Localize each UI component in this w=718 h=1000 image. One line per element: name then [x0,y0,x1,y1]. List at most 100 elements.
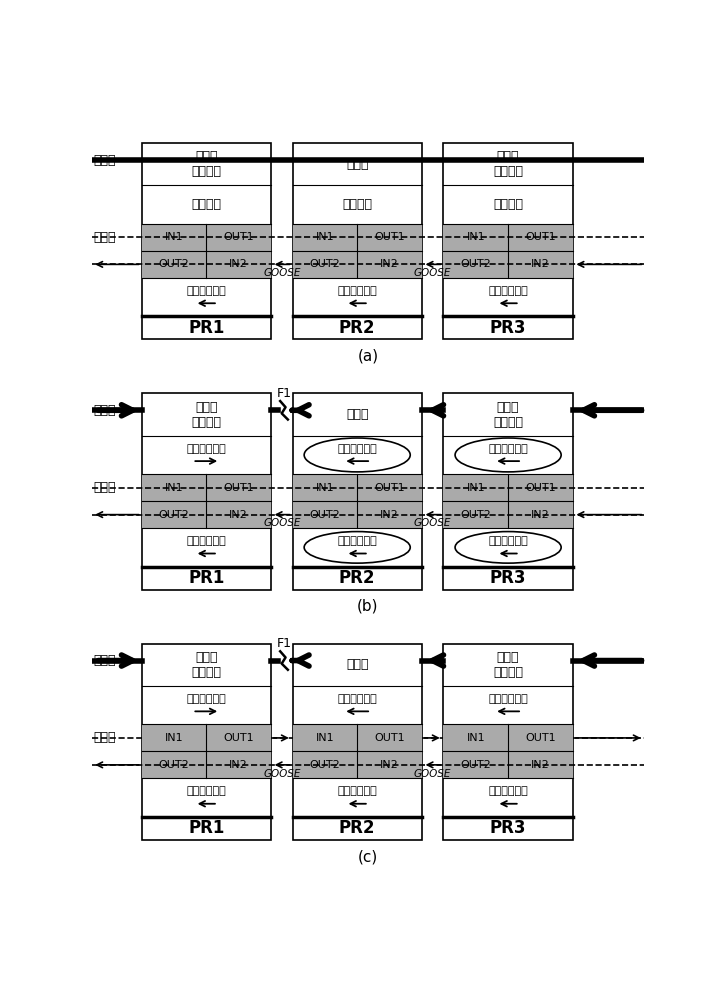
Bar [444,501,573,528]
Text: 故障电流方向: 故障电流方向 [337,694,377,704]
Text: 断路器: 断路器 [346,158,368,171]
Text: 断路器
（下游）: 断路器 （下游） [493,651,523,679]
Text: OUT1: OUT1 [525,733,556,743]
Text: 信息流: 信息流 [94,231,116,244]
Ellipse shape [304,532,410,563]
Text: IN1: IN1 [164,733,183,743]
Text: 断路器
（上游）: 断路器 （上游） [191,651,221,679]
Text: 初始闭锁方向: 初始闭锁方向 [337,786,377,796]
Text: OUT1: OUT1 [374,483,405,493]
Text: IN2: IN2 [229,760,248,770]
Text: 负荷电流: 负荷电流 [342,198,372,211]
Text: 断路器: 断路器 [346,658,368,671]
Text: OUT2: OUT2 [460,510,491,520]
Text: OUT2: OUT2 [159,510,190,520]
Bar [444,393,573,590]
Text: PR2: PR2 [339,569,376,587]
Bar [444,224,573,251]
Text: PR1: PR1 [188,819,225,837]
Text: PR1: PR1 [188,319,225,337]
Text: 故障电流方向: 故障电流方向 [337,444,377,454]
Bar [292,724,422,751]
Bar [444,751,573,778]
Bar [141,724,271,751]
Text: OUT1: OUT1 [525,232,556,242]
Text: F1: F1 [276,637,292,650]
Text: 故障电流方向: 故障电流方向 [187,444,226,454]
Bar [141,751,271,778]
Bar [141,224,271,251]
Text: 能量流: 能量流 [94,154,116,167]
Bar [141,501,271,528]
Text: 信息流: 信息流 [94,481,116,494]
Text: 断路器
（上游）: 断路器 （上游） [191,150,221,178]
Text: IN2: IN2 [531,760,550,770]
Text: IN2: IN2 [229,510,248,520]
Text: 初始闭锁方向: 初始闭锁方向 [187,286,226,296]
Text: IN2: IN2 [380,259,399,269]
Text: GOOSE: GOOSE [263,268,300,278]
Text: 初始闭锁方向: 初始闭锁方向 [488,536,528,546]
Text: OUT2: OUT2 [309,760,340,770]
Bar [292,644,422,840]
Text: 负荷电流: 负荷电流 [191,198,221,211]
Text: OUT1: OUT1 [374,733,405,743]
Bar [444,724,573,751]
Bar [292,224,422,251]
Bar [292,251,422,278]
Ellipse shape [304,438,410,472]
Ellipse shape [455,438,561,472]
Text: IN1: IN1 [315,483,334,493]
Text: IN1: IN1 [164,483,183,493]
Text: 初始闭锁方向: 初始闭锁方向 [187,786,226,796]
Bar [292,143,422,339]
Bar [444,143,573,339]
Bar [141,143,271,339]
Text: IN1: IN1 [315,733,334,743]
Bar [141,644,271,840]
Text: 断路器: 断路器 [346,408,368,421]
Bar [141,474,271,501]
Text: PR3: PR3 [490,569,526,587]
Text: OUT1: OUT1 [525,483,556,493]
Text: 初始闭锁方向: 初始闭锁方向 [337,536,377,546]
Text: 断路器
（下游）: 断路器 （下游） [493,150,523,178]
Text: 故障电流方向: 故障电流方向 [488,694,528,704]
Text: 初始闭锁方向: 初始闭锁方向 [488,286,528,296]
Text: 信息流: 信息流 [94,731,116,744]
Text: 故障电流方向: 故障电流方向 [488,444,528,454]
Text: IN1: IN1 [164,232,183,242]
Text: OUT2: OUT2 [309,510,340,520]
Text: OUT2: OUT2 [159,760,190,770]
Text: 初始闭锁方向: 初始闭锁方向 [187,536,226,546]
Text: OUT1: OUT1 [374,232,405,242]
Text: OUT2: OUT2 [460,760,491,770]
Text: GOOSE: GOOSE [414,769,452,779]
Text: 能量流: 能量流 [94,404,116,417]
Bar [292,393,422,590]
Text: 故障电流方向: 故障电流方向 [187,694,226,704]
Text: IN2: IN2 [229,259,248,269]
Text: IN1: IN1 [467,483,485,493]
Text: F1: F1 [276,387,292,400]
Text: OUT2: OUT2 [309,259,340,269]
Text: IN2: IN2 [380,760,399,770]
Text: PR3: PR3 [490,319,526,337]
Text: PR2: PR2 [339,319,376,337]
Text: IN2: IN2 [531,510,550,520]
Text: OUT1: OUT1 [223,483,254,493]
Text: GOOSE: GOOSE [263,518,300,528]
Text: PR2: PR2 [339,819,376,837]
Bar [444,251,573,278]
Bar [444,644,573,840]
Bar [292,474,422,501]
Text: PR1: PR1 [188,569,225,587]
Text: 断路器
（下游）: 断路器 （下游） [493,401,523,429]
Bar [141,393,271,590]
Text: IN1: IN1 [467,232,485,242]
Text: OUT2: OUT2 [159,259,190,269]
Text: 断路器
（上游）: 断路器 （上游） [191,401,221,429]
Text: OUT1: OUT1 [223,733,254,743]
Bar [444,474,573,501]
Text: OUT1: OUT1 [223,232,254,242]
